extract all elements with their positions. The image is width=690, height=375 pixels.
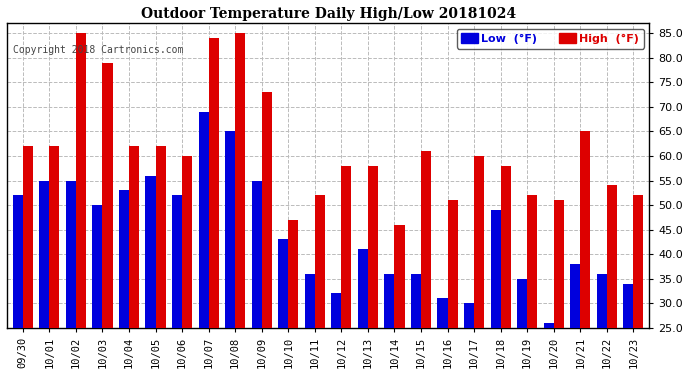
Text: Copyright 2018 Cartronics.com: Copyright 2018 Cartronics.com	[13, 45, 184, 55]
Bar	[146, 176, 155, 328]
Bar	[517, 279, 527, 328]
Bar	[358, 249, 368, 328]
Bar	[235, 33, 246, 328]
Bar	[225, 132, 235, 328]
Bar	[580, 132, 591, 328]
Bar	[448, 200, 457, 328]
Bar	[278, 240, 288, 328]
Bar	[92, 205, 103, 328]
Bar	[50, 146, 59, 328]
Bar	[182, 156, 193, 328]
Legend: Low  (°F), High  (°F): Low (°F), High (°F)	[457, 29, 644, 49]
Bar	[252, 180, 262, 328]
Bar	[411, 274, 421, 328]
Bar	[570, 264, 580, 328]
Bar	[103, 63, 112, 328]
Bar	[437, 298, 448, 328]
Bar	[553, 200, 564, 328]
Bar	[23, 146, 33, 328]
Bar	[464, 303, 474, 328]
Bar	[421, 151, 431, 328]
Bar	[544, 323, 553, 328]
Bar	[66, 180, 76, 328]
Bar	[384, 274, 395, 328]
Bar	[262, 92, 272, 328]
Bar	[199, 112, 208, 328]
Bar	[76, 33, 86, 328]
Bar	[607, 186, 617, 328]
Bar	[119, 190, 129, 328]
Bar	[501, 166, 511, 328]
Bar	[288, 220, 298, 328]
Bar	[305, 274, 315, 328]
Bar	[155, 146, 166, 328]
Bar	[129, 146, 139, 328]
Bar	[633, 195, 644, 328]
Bar	[527, 195, 538, 328]
Bar	[597, 274, 607, 328]
Bar	[368, 166, 378, 328]
Bar	[39, 180, 50, 328]
Bar	[474, 156, 484, 328]
Bar	[13, 195, 23, 328]
Bar	[331, 293, 342, 328]
Bar	[395, 225, 404, 328]
Bar	[623, 284, 633, 328]
Bar	[491, 210, 501, 328]
Bar	[208, 38, 219, 328]
Bar	[172, 195, 182, 328]
Bar	[315, 195, 325, 328]
Bar	[342, 166, 351, 328]
Title: Outdoor Temperature Daily High/Low 20181024: Outdoor Temperature Daily High/Low 20181…	[141, 7, 515, 21]
